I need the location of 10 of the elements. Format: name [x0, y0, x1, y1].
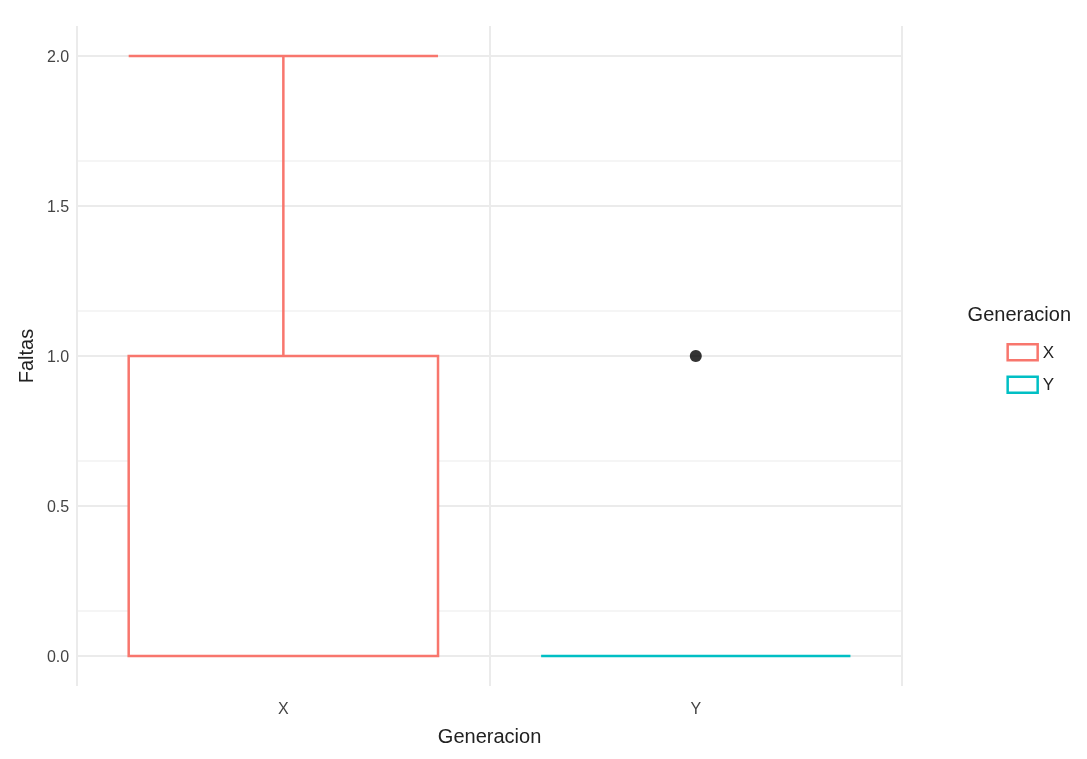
x-axis-title: Generacion	[437, 725, 542, 747]
y-tick-label: 2.0	[46, 47, 70, 65]
legend-label: Y	[1042, 375, 1054, 395]
legend-label: X	[1042, 342, 1054, 362]
y-tick-label: 1.5	[46, 197, 70, 215]
y-tick-label: 0.0	[46, 647, 70, 665]
y-axis-title: Faltas	[15, 328, 37, 384]
y-tick-label: 0.5	[46, 497, 70, 515]
legend-title: Generacion	[967, 303, 1072, 325]
y-tick-label: 1.0	[46, 347, 70, 365]
